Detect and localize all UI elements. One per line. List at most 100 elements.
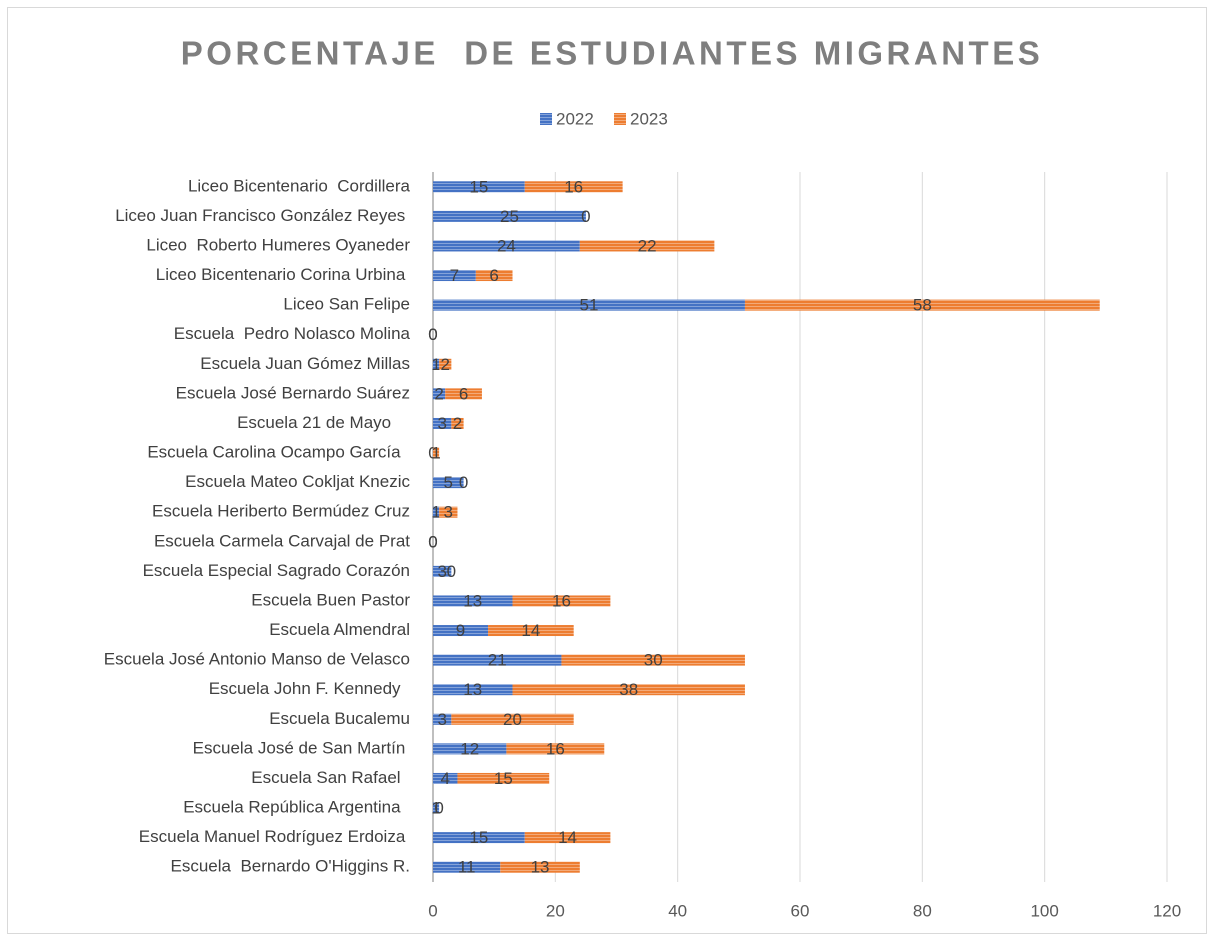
y-tick-label: Liceo Bicentenario Cordillera	[188, 176, 411, 195]
data-label: 9	[456, 621, 465, 640]
x-tick-label: 60	[791, 901, 810, 920]
y-tick-label: Escuela 21 de Mayo	[237, 413, 410, 432]
y-tick-label: Escuela Mateo Cokljat Knezic	[185, 472, 410, 491]
chart-border	[7, 7, 1207, 934]
legend-label: 2022	[556, 109, 594, 128]
y-tick-label: Escuela San Rafael	[251, 768, 410, 787]
bar	[433, 802, 440, 814]
data-label: 6	[489, 266, 498, 285]
data-label: 22	[638, 236, 657, 255]
data-label: 15	[469, 177, 488, 196]
data-label: 13	[463, 680, 482, 699]
data-label: 1	[431, 444, 440, 463]
bar	[451, 417, 464, 429]
legend-swatch	[614, 113, 626, 125]
x-tick-label: 80	[913, 901, 932, 920]
bar	[433, 595, 513, 607]
y-tick-label: Escuela John F. Kennedy	[209, 679, 410, 698]
bar	[433, 654, 562, 666]
y-tick-label: Escuela Pedro Nolasco Molina	[174, 324, 411, 343]
bar	[433, 506, 440, 518]
data-label: 1	[431, 355, 440, 374]
y-tick-label: Escuela Heriberto Bermúdez Cruz	[152, 502, 410, 521]
bar	[433, 447, 440, 459]
bar	[433, 240, 580, 252]
y-tick-label: Liceo Bicentenario Corina Urbina	[156, 265, 410, 284]
data-label: 1	[431, 503, 440, 522]
data-label: 14	[558, 828, 577, 847]
data-label: 3	[437, 562, 446, 581]
bar	[433, 625, 489, 637]
bar	[433, 713, 452, 725]
bar	[475, 270, 513, 282]
bar	[433, 299, 745, 311]
bar	[433, 388, 446, 400]
bar	[433, 832, 525, 844]
data-label: 58	[913, 296, 932, 315]
bar	[445, 388, 482, 400]
bar	[457, 772, 550, 784]
bar	[439, 358, 452, 370]
data-label: 7	[450, 266, 459, 285]
y-tick-label: Escuela Bernardo O'Higgins R.	[171, 857, 410, 876]
data-label: 0	[428, 532, 437, 551]
x-tick-label: 40	[668, 901, 687, 920]
data-label: 0	[447, 562, 456, 581]
legend-swatch	[540, 113, 552, 125]
data-label: 0	[459, 473, 468, 492]
data-label: 0	[428, 532, 437, 551]
data-label: 5	[444, 473, 453, 492]
data-label: 16	[564, 177, 583, 196]
legend-label: 2023	[630, 109, 668, 128]
y-tick-label: Escuela Carolina Ocampo García	[147, 443, 410, 462]
data-label: 20	[503, 710, 522, 729]
data-label: 15	[469, 828, 488, 847]
data-label: 3	[444, 503, 453, 522]
y-tick-label: Escuela Buen Pastor	[251, 590, 410, 609]
bar	[433, 210, 586, 222]
bar	[579, 240, 715, 252]
bar	[506, 743, 605, 755]
y-tick-label: Escuela Bucalemu	[269, 709, 410, 728]
data-label: 21	[488, 651, 507, 670]
y-tick-label: Escuela José Antonio Manso de Velasco	[104, 650, 410, 669]
data-label: 24	[497, 236, 516, 255]
bar	[524, 181, 623, 193]
data-label: 1	[431, 799, 440, 818]
x-tick-label: 0	[428, 901, 437, 920]
data-label: 30	[644, 651, 663, 670]
data-label: 12	[460, 739, 479, 758]
bar	[433, 417, 452, 429]
y-tick-label: Escuela José de San Martín	[193, 738, 410, 757]
y-tick-label: Liceo San Felipe	[283, 295, 410, 314]
bar	[451, 713, 574, 725]
y-tick-label: Escuela República Argentina	[183, 798, 410, 817]
data-label: 51	[580, 296, 599, 315]
bar	[512, 595, 611, 607]
data-label: 11	[458, 858, 476, 877]
data-label: 16	[552, 591, 571, 610]
y-tick-label: Escuela Juan Gómez Millas	[200, 354, 410, 373]
y-tick-label: Liceo Roberto Humeres Oyaneder	[146, 235, 410, 254]
data-label: 25	[500, 207, 519, 226]
y-tick-label: Escuela Especial Sagrado Corazón	[143, 561, 410, 580]
bar	[439, 506, 458, 518]
bar	[433, 358, 440, 370]
y-tick-label: Liceo Juan Francisco González Reyes	[115, 206, 410, 225]
data-label: 16	[546, 739, 565, 758]
bar	[433, 477, 464, 489]
data-label: 3	[437, 414, 446, 433]
bar	[524, 832, 611, 844]
data-label: 4	[440, 769, 449, 788]
bar	[433, 565, 452, 577]
y-tick-label: Escuela Manuel Rodríguez Erdoiza	[139, 827, 410, 846]
bar	[500, 861, 580, 873]
bar	[433, 684, 513, 696]
data-label: 0	[434, 799, 443, 818]
data-label: 14	[521, 621, 540, 640]
data-label: 0	[581, 207, 590, 226]
bar	[561, 654, 745, 666]
data-label: 38	[619, 680, 638, 699]
data-label: 0	[428, 325, 437, 344]
